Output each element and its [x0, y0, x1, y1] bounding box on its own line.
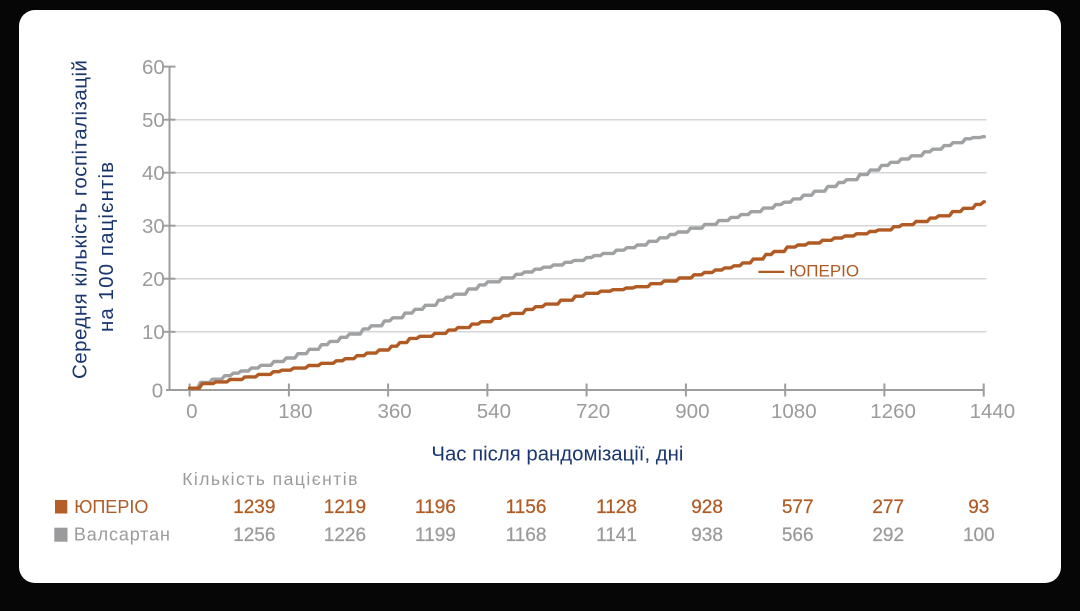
- svg-text:577: 577: [782, 497, 814, 518]
- svg-text:277: 277: [872, 497, 904, 518]
- svg-text:1226: 1226: [324, 525, 366, 546]
- svg-text:1080: 1080: [771, 400, 817, 423]
- svg-text:1440: 1440: [970, 400, 1016, 423]
- svg-text:1260: 1260: [870, 400, 916, 423]
- svg-text:1196: 1196: [415, 497, 456, 518]
- svg-text:20: 20: [142, 268, 165, 291]
- svg-text:1199: 1199: [415, 525, 456, 546]
- svg-text:180: 180: [278, 400, 312, 423]
- svg-text:Кількість пацієнтів: Кількість пацієнтів: [182, 469, 357, 489]
- svg-text:60: 60: [142, 56, 165, 79]
- svg-text:1156: 1156: [506, 497, 547, 518]
- svg-text:100: 100: [963, 525, 995, 546]
- svg-text:292: 292: [872, 525, 904, 546]
- svg-text:93: 93: [968, 497, 989, 518]
- svg-text:566: 566: [782, 525, 814, 546]
- svg-text:720: 720: [576, 400, 610, 423]
- svg-text:Середня кількість госпіталізац: Середня кількість госпіталізацій: [69, 60, 92, 379]
- svg-text:Валсартан: Валсартан: [74, 525, 170, 545]
- svg-text:0: 0: [152, 380, 163, 403]
- svg-text:1141: 1141: [596, 525, 637, 546]
- svg-text:1239: 1239: [233, 497, 275, 518]
- svg-text:50: 50: [142, 109, 165, 132]
- svg-text:928: 928: [691, 497, 723, 518]
- svg-text:40: 40: [142, 162, 165, 185]
- svg-text:1168: 1168: [506, 525, 547, 546]
- svg-text:540: 540: [477, 400, 511, 423]
- svg-text:1219: 1219: [324, 497, 366, 518]
- svg-text:10: 10: [142, 321, 165, 344]
- svg-text:1256: 1256: [233, 525, 275, 546]
- svg-text:900: 900: [675, 400, 709, 423]
- svg-text:ЮПЕРІО: ЮПЕРІО: [789, 262, 859, 281]
- svg-text:Час після рандомізації, дні: Час після рандомізації, дні: [431, 443, 683, 466]
- svg-text:360: 360: [377, 400, 411, 423]
- svg-text:0: 0: [186, 400, 197, 423]
- svg-text:ЮПЕРІО: ЮПЕРІО: [74, 497, 148, 517]
- svg-text:на 100 пацієнтів: на 100 пацієнтів: [95, 162, 118, 332]
- svg-text:1128: 1128: [596, 497, 637, 518]
- svg-text:30: 30: [142, 215, 165, 238]
- svg-text:938: 938: [691, 525, 723, 546]
